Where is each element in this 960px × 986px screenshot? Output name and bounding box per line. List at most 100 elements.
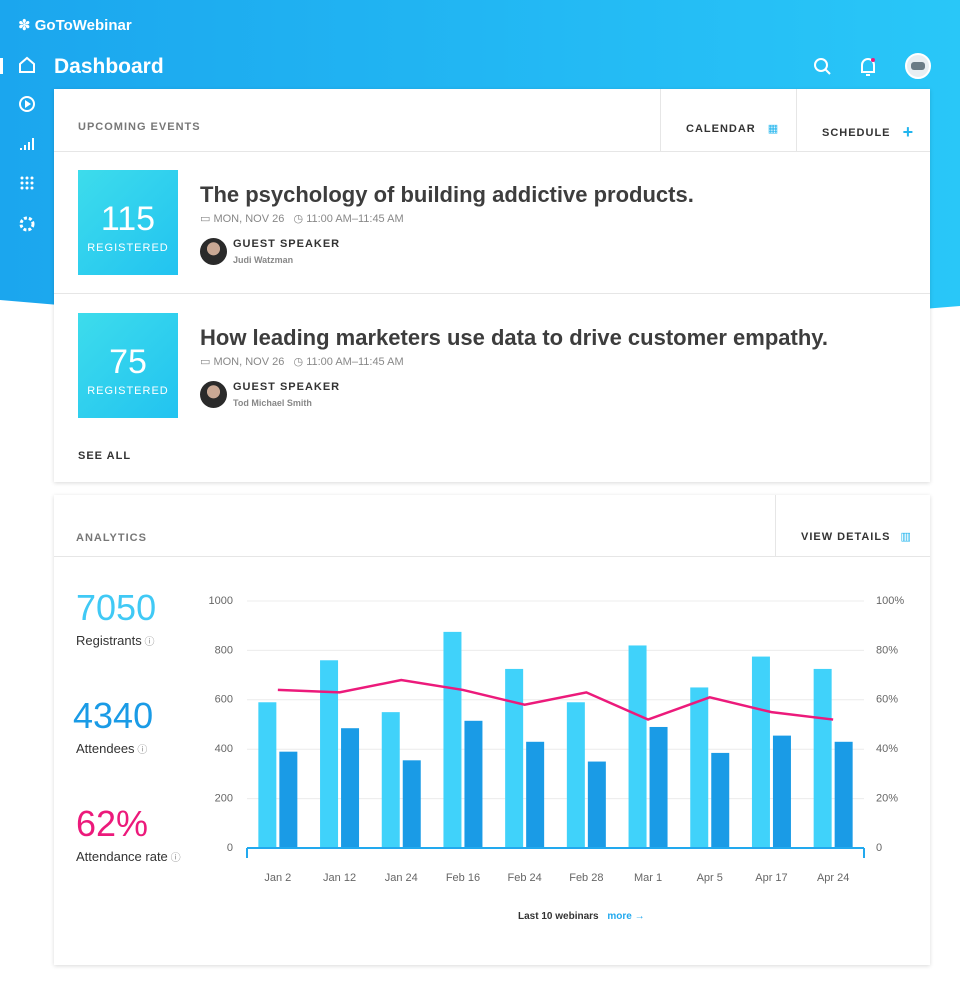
bar	[464, 720, 483, 848]
event-date: ▭ MON, NOV 26 ◷ 11:00 AM–11:45 AM	[200, 356, 404, 368]
registered-label: REGISTERED	[87, 242, 169, 254]
schedule-label: SCHEDULE	[822, 127, 891, 139]
search-icon[interactable]	[814, 58, 831, 75]
x-tick-label: Apr 24	[817, 872, 849, 884]
user-avatar[interactable]	[905, 53, 931, 79]
bar	[566, 702, 585, 848]
registered-box: 75 REGISTERED	[78, 313, 178, 418]
y2-tick-label: 60%	[876, 694, 898, 706]
bar	[320, 660, 339, 848]
y-tick-label: 800	[215, 644, 233, 656]
stat-label-text: Registrants	[76, 633, 142, 648]
bar	[505, 668, 524, 848]
stat-value: 62%	[76, 803, 149, 844]
bar	[587, 761, 606, 848]
bar	[526, 741, 545, 848]
nav-home[interactable]	[19, 56, 35, 73]
registered-count: 115	[100, 200, 156, 238]
active-indicator	[0, 58, 3, 74]
stat-label: Attendees ⓘ	[76, 741, 147, 756]
y-tick-label: 200	[215, 793, 233, 805]
speaker-avatar	[200, 381, 227, 408]
y2-tick-label: 40%	[876, 743, 898, 755]
stat-value: 7050	[76, 587, 157, 628]
top-actions	[814, 53, 931, 79]
nav-webinars[interactable]	[19, 96, 35, 112]
x-tick-label: Apr 17	[755, 872, 787, 884]
divider	[54, 151, 930, 152]
bar	[443, 631, 462, 848]
info-icon[interactable]: ⓘ	[167, 853, 181, 864]
registered-label: REGISTERED	[87, 385, 169, 397]
view-details-button[interactable]: VIEW DETAILS ▥	[801, 530, 912, 543]
bar	[402, 760, 421, 848]
stat-value: 4340	[73, 695, 154, 736]
stat-label: Registrants ⓘ	[76, 633, 155, 648]
divider	[775, 495, 776, 556]
page-title: Dashboard	[54, 55, 164, 78]
y-tick-label: 600	[215, 694, 233, 706]
x-tick-label: Mar 1	[634, 872, 662, 884]
notifications-icon[interactable]	[861, 58, 875, 76]
x-tick-label: Jan 24	[385, 872, 418, 884]
stats: 7050 Registrants ⓘ 4340 Attendees ⓘ 62% Atten…	[73, 587, 226, 887]
see-all-link[interactable]: SEE ALL	[78, 450, 132, 462]
speaker-name: Judi Watzman	[233, 255, 294, 265]
bar	[772, 735, 791, 848]
event-title: The psychology of building addictive pro…	[200, 182, 694, 207]
bar	[628, 645, 647, 848]
analytics-card: ANALYTICS VIEW DETAILS ▥ 7050 Registrants…	[54, 495, 930, 965]
more-label: more	[607, 911, 632, 922]
speaker-role: GUEST SPEAKER	[233, 381, 341, 393]
x-tick-label: Feb 16	[446, 872, 480, 884]
x-tick-label: Apr 5	[697, 872, 723, 884]
y-tick-label: 0	[227, 842, 233, 854]
info-icon[interactable]: ⓘ	[141, 637, 155, 648]
line	[277, 678, 834, 721]
bar	[711, 752, 730, 848]
bar	[813, 668, 832, 848]
registered-count: 75	[109, 343, 147, 381]
speaker-role: GUEST SPEAKER	[233, 238, 341, 250]
bar	[258, 702, 277, 848]
y2-tick-label: 80%	[876, 644, 898, 656]
plus-icon: +	[902, 122, 915, 142]
calendar-button[interactable]: CALENDAR ▦	[686, 122, 779, 135]
logo-text: GoToWebinar	[34, 17, 132, 34]
schedule-button[interactable]: SCHEDULE +	[822, 122, 914, 143]
y2-tick-label: 0	[876, 842, 882, 854]
bar	[751, 656, 770, 848]
event-row[interactable]: 75 REGISTERED How leading marketers use …	[54, 295, 930, 437]
bar	[381, 712, 400, 848]
y2-tick-label: 100%	[876, 595, 904, 607]
bar	[341, 728, 360, 848]
y-tick-label: 1000	[209, 595, 233, 607]
nav-settings[interactable]	[19, 216, 35, 232]
events-title: UPCOMING EVENTS	[78, 121, 201, 133]
calendar-label: CALENDAR	[686, 123, 756, 135]
divider	[796, 89, 797, 151]
chart-icon: ▥	[900, 531, 912, 543]
x-tick-label: Jan 12	[323, 872, 356, 884]
stat-label-text: Attendance rate	[76, 849, 168, 864]
date: MON, NOV 26	[213, 356, 285, 368]
registered-box: 115 REGISTERED	[78, 170, 178, 275]
nav-apps[interactable]	[20, 176, 34, 190]
more-link[interactable]: more →	[607, 911, 645, 922]
analytics-title: ANALYTICS	[76, 532, 147, 544]
date: MON, NOV 26	[213, 213, 285, 225]
calendar-icon: ▦	[767, 123, 780, 135]
info-icon[interactable]: ⓘ	[134, 745, 148, 756]
view-details-label: VIEW DETAILS	[801, 531, 891, 543]
chart-footer: Last 10 webinars more →	[518, 911, 645, 922]
nav-analytics[interactable]	[20, 138, 34, 150]
divider	[54, 293, 930, 294]
logo[interactable]: ✽ GoToWebinar	[18, 17, 132, 34]
sidebar	[0, 56, 35, 232]
events-card: UPCOMING EVENTS CALENDAR ▦ SCHEDULE + 11…	[54, 89, 930, 482]
event-row[interactable]: 115 REGISTERED The psychology of buildin…	[54, 152, 930, 294]
x-tick-label: Feb 24	[508, 872, 542, 884]
x-tick-label: Jan 2	[264, 872, 291, 884]
